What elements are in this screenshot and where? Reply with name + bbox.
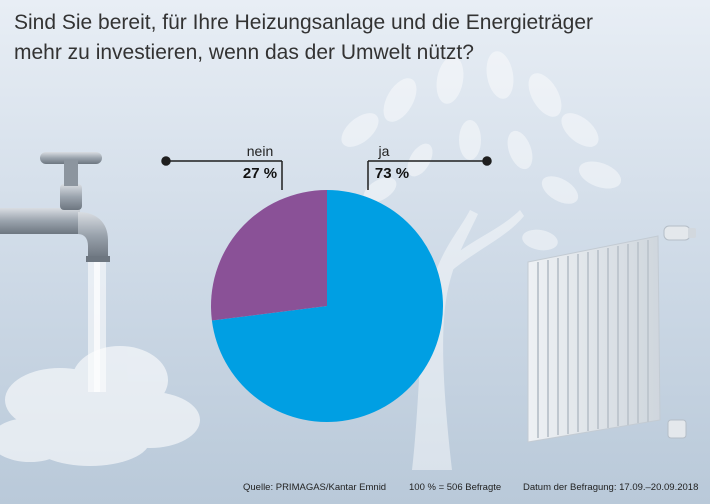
slice-value-ja: 73 %: [375, 165, 409, 182]
chart-title-line-2: mehr zu investieren, wenn das der Umwelt…: [14, 41, 474, 64]
steam-cloud-icon: [0, 346, 200, 466]
source-note: Quelle: PRIMAGAS/Kantar Emnid: [243, 482, 387, 493]
pie-slice-ja: [211, 190, 443, 422]
tree-icon: [341, 51, 622, 470]
radiator-icon: [527, 225, 696, 443]
pie-slice-nein: [210, 190, 327, 321]
survey-date-note: Datum der Befragung: 17.09.–20.09.2018: [523, 482, 699, 493]
chart-title-line-1: Sind Sie bereit, für Ihre Heizungsanlage…: [14, 11, 594, 34]
water-tap-icon: [0, 152, 110, 392]
chart-title: Sind Sie bereit, für Ihre Heizungsanlage…: [14, 8, 694, 68]
footer: Quelle: PRIMAGAS/Kantar Emnid 100 % = 50…: [0, 478, 710, 496]
slice-label-nein: nein: [247, 143, 273, 159]
slice-value-nein: 27 %: [243, 165, 277, 182]
sample-size-note: 100 % = 506 Befragte: [409, 482, 502, 493]
slice-label-ja: ja: [378, 143, 390, 159]
